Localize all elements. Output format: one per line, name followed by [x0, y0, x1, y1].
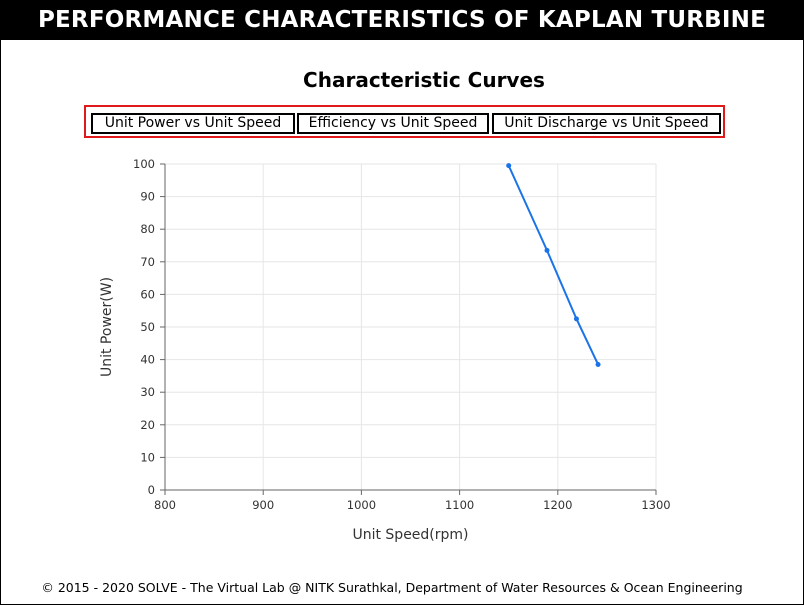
y-tick-label: 40 [140, 353, 155, 367]
y-tick-label: 20 [140, 418, 155, 432]
series-line [507, 165, 599, 365]
y-tick-label: 50 [140, 320, 155, 334]
x-tick-label: 1000 [347, 498, 376, 512]
data-point [506, 163, 512, 169]
footer-copyright: © 2015 - 2020 SOLVE - The Virtual Lab @ … [41, 580, 743, 595]
data-point [595, 361, 601, 367]
data-point [573, 316, 579, 322]
efficiency-vs-unit-speed-button[interactable]: Efficiency vs Unit Speed [297, 113, 489, 134]
y-tick-label: 100 [133, 157, 155, 171]
x-tick-label: 1300 [641, 498, 670, 512]
x-axis-label: Unit Speed(rpm) [352, 527, 468, 543]
chart-title: Characteristic Curves [303, 68, 545, 92]
y-tick-label: 70 [140, 255, 155, 269]
characteristic-chart: 800 900 1000 1100 1200 1300 0 10 20 30 40 50 60 70 80 9… [99, 157, 671, 543]
y-tick-label: 80 [140, 222, 155, 236]
chart-grid [164, 163, 657, 491]
unit-discharge-vs-unit-speed-button[interactable]: Unit Discharge vs Unit Speed [492, 113, 721, 134]
y-axis-label: Unit Power(W) [99, 277, 115, 377]
page-title: PERFORMANCE CHARACTERISTICS OF KAPLAN TU… [37, 7, 767, 33]
y-tick-label: 0 [148, 483, 155, 497]
x-tick-label: 1200 [543, 498, 572, 512]
x-tick-label: 800 [154, 498, 176, 512]
data-point [544, 247, 550, 253]
page-header: PERFORMANCE CHARACTERISTICS OF KAPLAN TU… [0, 0, 804, 40]
x-tick-label: 1100 [445, 498, 474, 512]
chart-selector-bar: Unit Power vs Unit Speed Efficiency vs U… [84, 105, 725, 138]
y-tick-label: 60 [140, 287, 155, 301]
y-tick-label: 30 [140, 385, 155, 399]
unit-power-vs-unit-speed-button[interactable]: Unit Power vs Unit Speed [91, 113, 295, 134]
chart-ticks: 800 900 1000 1100 1200 1300 0 10 20 30 40 50 60 70 80 9… [133, 157, 671, 512]
y-tick-label: 10 [140, 450, 155, 464]
y-tick-label: 90 [140, 190, 155, 204]
x-tick-label: 900 [252, 498, 274, 512]
chart-series [506, 163, 601, 367]
